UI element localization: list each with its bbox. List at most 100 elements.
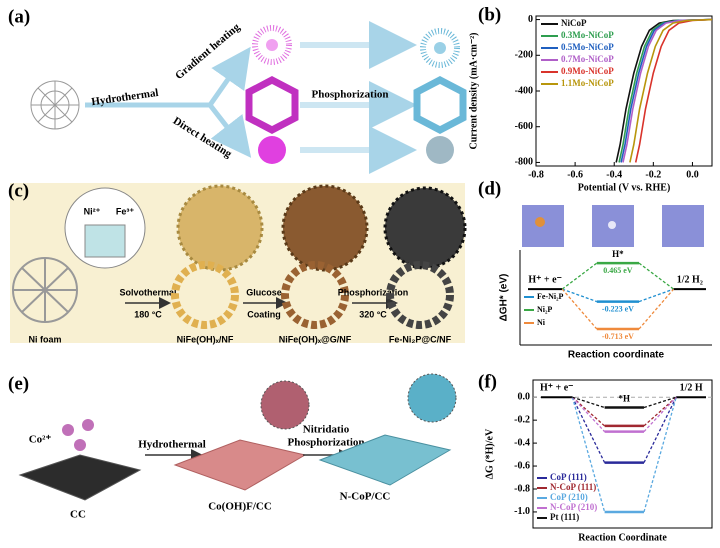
x-axis-label: Potential (V vs. RHE) [578, 182, 671, 193]
y-tick-label: -400 [515, 85, 533, 96]
panel-c: (c) Ni²⁺ Fe³⁺ Ni foam Solvothermal 180 °… [8, 180, 467, 344]
legend-label: N-CoP (210) [550, 502, 597, 512]
panel-a: (a) Hydrothermal Gradient heating Direct… [8, 6, 467, 174]
state-label: 1/2 H [680, 383, 703, 394]
connector [571, 396, 606, 427]
panel-label: (e) [8, 373, 29, 394]
connector [561, 262, 598, 290]
y-axis-label: ΔG (*H)/eV [484, 428, 495, 479]
zoom-circle [407, 373, 457, 423]
connector [643, 396, 677, 463]
value-label: -0.713 eV [602, 332, 634, 341]
connector [638, 288, 675, 330]
y-axis-label: Current density (mA·cm⁻²) [468, 33, 479, 150]
state-label: *H [619, 394, 631, 404]
legend-label: Ni [537, 318, 546, 327]
step-label: Coating [247, 309, 281, 319]
sphere [426, 136, 454, 164]
legend-label: 0.9Mo-NiCoP [561, 66, 614, 76]
spiky-sphere [420, 28, 460, 68]
step-label: Phosphorization [287, 437, 364, 449]
value-label: -0.223 eV [602, 304, 634, 313]
x-axis-label: Reaction Coordinate [578, 532, 667, 543]
state-label: 1/2 H₂ [677, 274, 703, 285]
curve [629, 18, 713, 163]
frame [413, 76, 467, 134]
connector [562, 288, 598, 303]
connector [561, 288, 598, 330]
stage-label: Ni foam [28, 334, 61, 344]
y-tick-label: -0.8 [514, 483, 530, 494]
connector [571, 396, 606, 463]
sphere [281, 184, 369, 272]
value-label: 0.465 eV [603, 266, 633, 275]
sphere [176, 184, 264, 272]
connector [643, 397, 677, 513]
curve [634, 18, 713, 163]
beaker [84, 224, 126, 258]
step-label: Phosphorization [311, 89, 388, 101]
legend-label: 1.1Mo-NiCoP [561, 78, 614, 88]
x-tick-label: -0.2 [645, 169, 661, 180]
legend-label: 0.3Mo-NiCoP [561, 30, 614, 40]
stage-label: N-CoP/CC [340, 491, 391, 503]
legend-label: Pt (111) [550, 512, 579, 522]
ion [62, 424, 74, 436]
connector [638, 288, 674, 303]
step-label: Nitridatio [303, 424, 350, 436]
stage-label: Fe-Ni₂P@C/NF [389, 334, 452, 344]
ion [74, 439, 86, 451]
sphere-core [266, 39, 278, 51]
connector [643, 396, 677, 427]
frame [171, 261, 239, 329]
arrow [208, 103, 252, 158]
sphere [383, 186, 467, 270]
x-tick-label: -0.8 [528, 169, 544, 180]
arrow [207, 46, 251, 107]
panel-label: (f) [478, 371, 497, 392]
state-label: H* [612, 249, 624, 259]
step-label: 180 °C [134, 309, 162, 319]
y-tick-label: 0.0 [518, 392, 531, 403]
step-label: 320 °C [359, 309, 387, 319]
y-tick-label: -0.4 [514, 437, 530, 448]
connector [572, 396, 605, 409]
ion-label: Ni²⁺ [84, 206, 101, 216]
step-label: Hydrothermal [138, 439, 206, 451]
stage-label: NiFe(OH)ₓ@G/NF [279, 334, 352, 344]
y-tick-label: -600 [515, 121, 533, 132]
y-tick-label: 0 [528, 14, 533, 25]
curve [618, 18, 713, 163]
y-tick-label: -0.2 [514, 414, 530, 425]
step-label: Solvothermal [119, 287, 176, 297]
frame [281, 261, 349, 329]
legend-label: NiCoP [561, 18, 587, 28]
cloth [318, 434, 452, 486]
panel-e: (e) Co²⁺ CC Hydrothermal Co(OH)F/CC Nitr… [8, 373, 457, 521]
atom [608, 221, 616, 229]
cage [30, 80, 80, 130]
stage-label: Co(OH)F/CC [208, 501, 272, 513]
zoom-circle [260, 380, 310, 430]
legend-label: 0.5Mo-NiCoP [561, 42, 614, 52]
x-tick-label: -0.4 [606, 169, 622, 180]
sphere-core [434, 42, 446, 54]
x-tick-label: -0.6 [567, 169, 583, 180]
legend-label: 0.7Mo-NiCoP [561, 54, 614, 64]
connector [643, 396, 677, 409]
cage [12, 257, 78, 323]
curve [622, 18, 713, 163]
carbon-cloth [18, 454, 142, 501]
ion-label: Co²⁺ [29, 434, 52, 446]
panel-label: (a) [8, 6, 30, 27]
connector [571, 396, 606, 433]
frame [245, 76, 299, 134]
x-tick-label: 0.0 [686, 169, 699, 180]
panel-label: (b) [478, 4, 501, 25]
panel-label: (c) [8, 180, 29, 201]
panel-label: (d) [478, 178, 501, 199]
sphere [258, 136, 286, 164]
ion [82, 419, 94, 431]
x-axis-label: Reaction coordinate [568, 350, 665, 361]
